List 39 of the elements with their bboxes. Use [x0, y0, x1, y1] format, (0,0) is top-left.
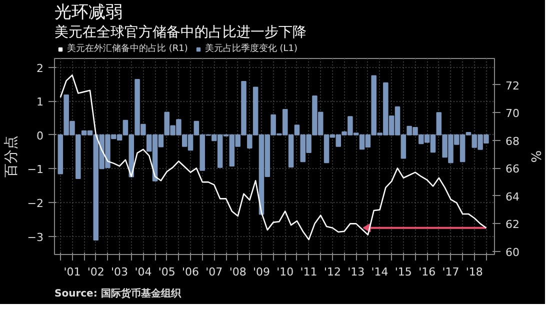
x-tick-label: '08	[229, 266, 246, 278]
chart-title: 光环减弱	[54, 2, 122, 22]
x-tick-label: '06	[182, 266, 200, 278]
y-tick-label: −2	[27, 196, 44, 210]
x-tick-label: '10	[276, 266, 294, 278]
x-tick-label: '15	[394, 266, 412, 278]
x-tick-label: '13	[348, 266, 365, 278]
y-tick-label: 2	[36, 62, 44, 75]
chart-subtitle: 美元在全球官方储备中的占比进一步下降	[54, 24, 306, 40]
legend-label: 美元在外汇储备中的占比 (R1)	[67, 42, 188, 55]
x-tick-label: '11	[300, 266, 318, 278]
x-tick-label: '04	[134, 266, 152, 278]
x-tick-label: '05	[158, 266, 176, 278]
x-tick-label: '02	[87, 266, 104, 278]
x-tick-label: '07	[206, 266, 223, 278]
x-tick-label: '18	[466, 266, 483, 278]
x-tick-label: '17	[442, 266, 460, 278]
y2-axis-title: %	[527, 150, 542, 163]
y2-tick-label: 72	[506, 79, 520, 92]
y2-tick-label: 66	[506, 162, 520, 176]
y2-tick-label: 60	[506, 246, 520, 259]
y-tick-label: 1	[36, 96, 44, 109]
y2-tick-label: 68	[506, 134, 520, 148]
x-tick-label: '09	[252, 266, 270, 278]
y2-tick-label: 64	[506, 190, 520, 204]
x-tick-label: '16	[418, 266, 436, 278]
y-tick-label: −3	[27, 230, 44, 244]
y-axis-title: 百分点	[3, 136, 20, 178]
y2-tick-label: 70	[506, 107, 520, 120]
x-tick-label: '01	[64, 266, 81, 278]
line-series	[60, 74, 487, 240]
x-tick-label: '12	[324, 266, 341, 278]
source-note: Source: 国际货币基金组织	[54, 288, 182, 300]
x-tick-label: '14	[371, 266, 388, 278]
y-tick-label: 0	[36, 129, 44, 142]
y2-tick-label: 62	[506, 218, 520, 232]
y-tick-label: −1	[27, 163, 44, 176]
legend-label: 美元占比季度变化 (L1)	[204, 42, 298, 55]
x-tick-label: '03	[111, 266, 128, 278]
